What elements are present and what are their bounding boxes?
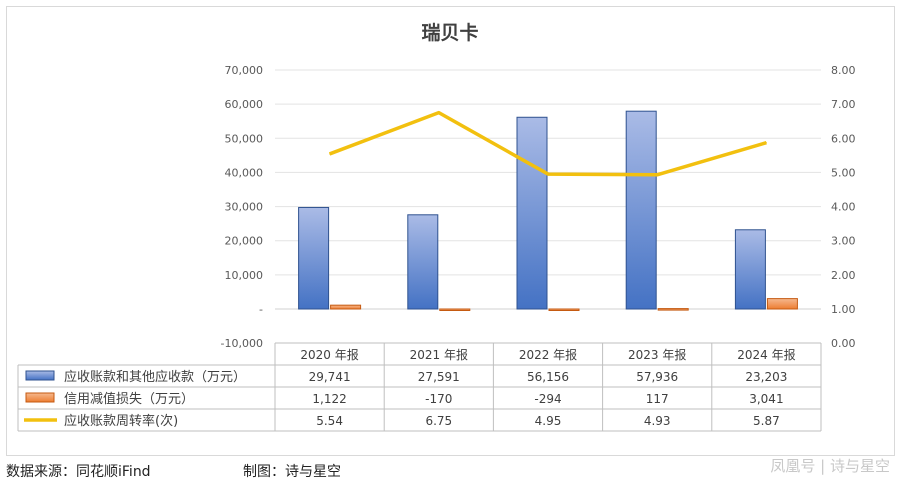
legend-swatch [25,392,55,403]
credit-impairment-bar [439,308,471,311]
left-axis-tick-label: 70,000 [225,64,264,77]
turnover-rate-point [329,153,331,155]
right-axis-tick-label: 8.00 [831,64,856,77]
receivables-bar [734,229,766,310]
legend-swatch [25,370,55,381]
category-label: 2022 年报 [519,347,577,362]
turnover-rate-line [328,110,767,177]
data-source-note: 数据来源：同花顺iFind [6,464,151,480]
left-axis-tick-label: - [259,303,263,316]
category-label: 2020 年报 [300,347,358,362]
data-label: 29,741 [309,370,351,384]
left-axis-tick-label: -10,000 [221,337,263,350]
credit-impairment-bar [766,298,798,310]
right-axis-tick-label: 7.00 [831,98,856,111]
right-axis-tick-label: 6.00 [831,132,856,145]
data-label: 117 [646,392,669,406]
receivables-bar [298,206,330,310]
data-label: 6.75 [425,414,452,428]
data-label: 5.54 [316,414,343,428]
right-axis-tick-label: 0.00 [831,337,856,350]
left-axis-tick-label: 50,000 [225,132,264,145]
category-label: 2023 年报 [628,347,686,362]
data-label: 23,203 [745,370,787,384]
right-axis-tick-label: 1.00 [831,303,856,316]
credit-impairment-bar [657,308,689,311]
data-label: 5.87 [753,414,780,428]
right-axis-tick-label: 2.00 [831,269,856,282]
chart-frame: 瑞贝卡 -10,000-10,000 20,000 30,000 40,000 50,0… [6,6,895,456]
right-axis-tick-label: 4.00 [831,201,856,214]
right-axis-tick-label: 5.00 [831,166,856,179]
left-axis-tick-label: 40,000 [225,166,264,179]
watermark: 凤凰号 | 诗与星空 [770,457,890,475]
data-label: 4.95 [535,414,562,428]
left-axis-tick-label: 30,000 [225,201,264,214]
receivables-bar [516,116,548,310]
data-label: 27,591 [418,370,460,384]
left-axis-tick-label: 20,000 [225,235,264,248]
series-name: 信用减值损失（万元） [64,391,194,407]
receivables-bar [407,214,439,310]
turnover-rate-point [547,173,549,175]
data-label: -294 [534,392,561,406]
turnover-rate-point [765,142,767,144]
chart-maker-note: 制图：诗与星空 [243,464,341,480]
credit-impairment-bar [330,304,362,310]
chart-svg: 瑞贝卡 -10,000-10,00020,00030,00040,00050,0… [17,21,856,432]
data-label: 3,041 [749,392,783,406]
category-label: 2021 年报 [410,347,468,362]
left-axis-tick-label: 10,000 [225,269,264,282]
data-label: 57,936 [636,370,678,384]
data-label: 56,156 [527,370,569,384]
credit-impairment-bar [548,308,580,311]
turnover-rate-point [438,112,440,114]
receivables-bar [625,110,657,310]
series-name: 应收账款和其他应收款（万元） [64,369,246,385]
chart-title: 瑞贝卡 [421,21,478,44]
turnover-rate-point [656,174,658,176]
data-label: 1,122 [312,392,346,406]
series-name: 应收账款周转率(次) [64,413,178,429]
category-label: 2024 年报 [737,347,795,362]
data-label: 4.93 [644,414,671,428]
left-axis-tick-label: 60,000 [225,98,264,111]
right-axis-tick-label: 3.00 [831,235,856,248]
data-label: -170 [425,392,452,406]
